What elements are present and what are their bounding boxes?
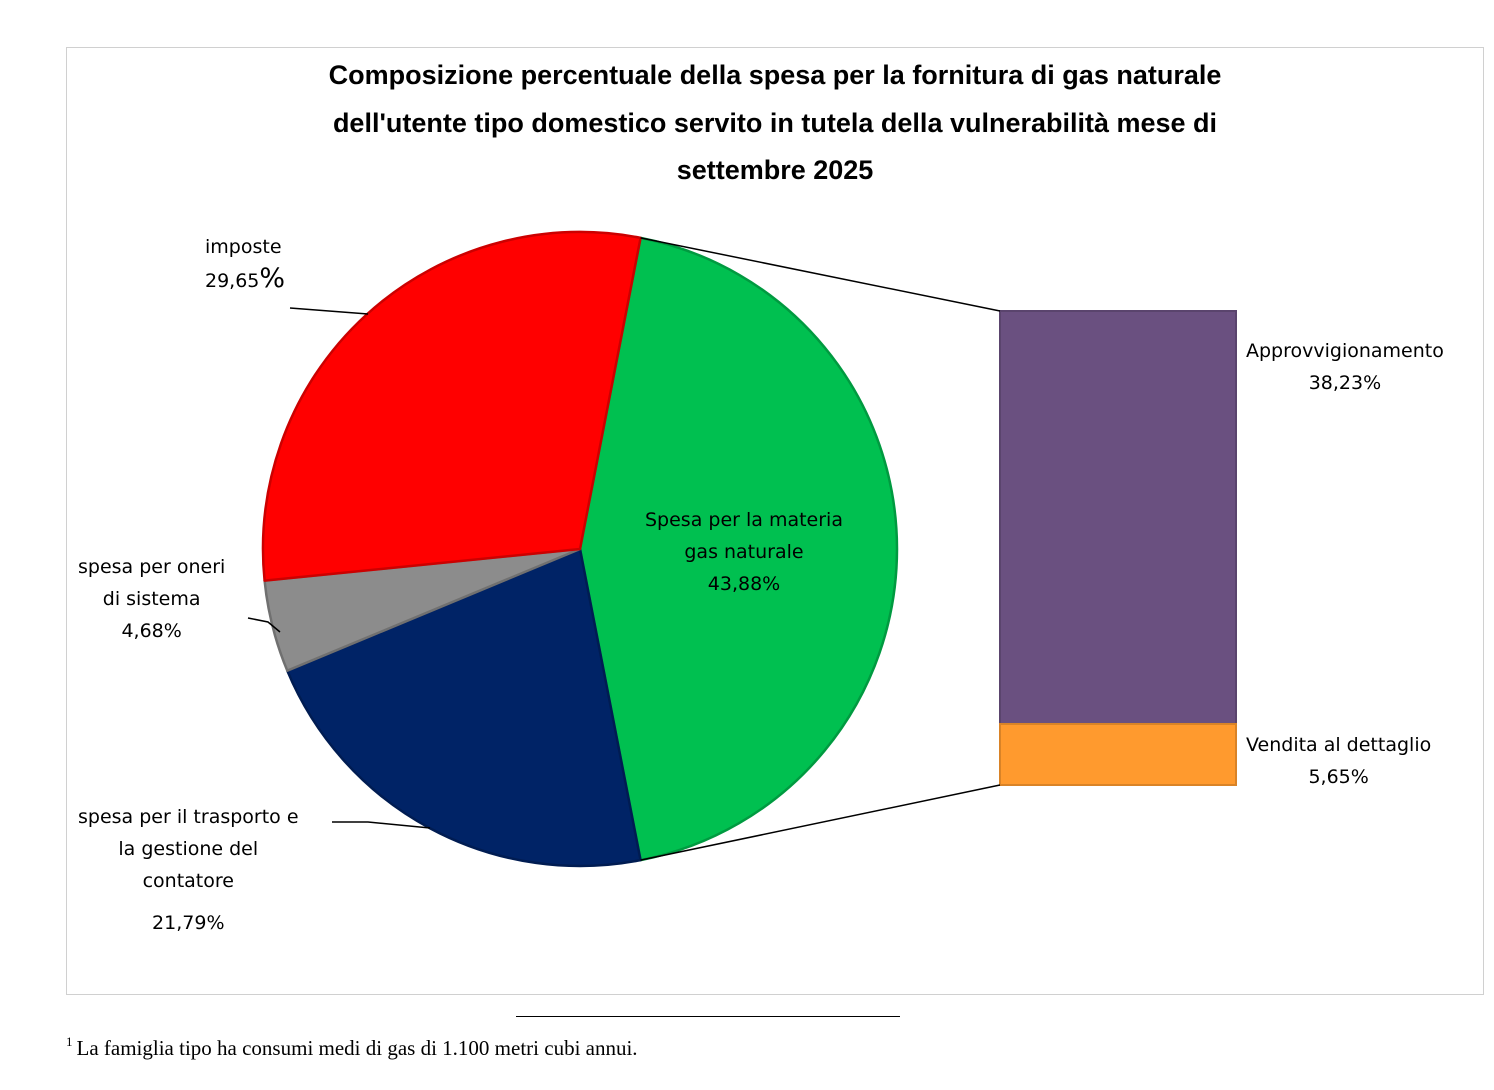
pie-slice-imposte (261, 230, 642, 582)
label-oneri-line-1: spesa per oneri (78, 556, 226, 578)
label-trasporto-line-2: la gestione del (118, 838, 259, 860)
label-imposte-line-1: imposte (205, 236, 282, 258)
chart-title-line-3: settembre 2025 (676, 155, 874, 185)
footnote-marker: 1 (66, 1034, 73, 1049)
label-imposte-pct: % (259, 263, 286, 294)
label-materia-value: 43,88% (707, 573, 781, 595)
label-imposte: imposte 29,65% (205, 231, 285, 297)
breakdown-bar-segment-2 (999, 722, 1237, 786)
label-trasporto-line-3: contatore (142, 870, 234, 892)
label-materia-line-1: Spesa per la materia (645, 509, 843, 531)
label-approvvigionamento: Approvvigionamento 38,23% (1246, 335, 1444, 399)
label-oneri-line-2: di sistema (102, 588, 201, 610)
label-vendita-value: 5,65% (1308, 766, 1369, 788)
label-trasporto: spesa per il trasporto e la gestione del… (78, 801, 299, 939)
footnote: 1 La famiglia tipo ha consumi medi di gas… (66, 1034, 638, 1061)
footnote-text: La famiglia tipo ha consumi medi di gas … (76, 1036, 638, 1060)
leader-oneri (247, 617, 281, 633)
label-oneri-value: 4,68% (121, 620, 182, 642)
label-trasporto-line-1: spesa per il trasporto e (78, 806, 299, 828)
breakdown-bar-segment-1 (999, 310, 1237, 725)
chart-title-line-1: Composizione percentuale della spesa per… (328, 60, 1222, 90)
pie-slice-trasporto (286, 547, 642, 868)
label-imposte-value: 29,65 (205, 270, 260, 292)
leader-trasporto (332, 821, 431, 829)
chart-title-line-2: dell'utente tipo domestico servito in tu… (332, 108, 1218, 138)
label-approvvigionamento-line-1: Approvvigionamento (1246, 340, 1444, 362)
leader-imposte (289, 307, 369, 315)
connector-line-bottom (640, 784, 1001, 861)
pie-slice-materia (578, 236, 899, 862)
connector-line-top (640, 237, 1001, 312)
label-oneri: spesa per oneri di sistema 4,68% (78, 551, 225, 647)
label-vendita-line-1: Vendita al dettaglio (1246, 734, 1432, 756)
footnote-rule (516, 1016, 900, 1017)
label-approvvigionamento-value: 38,23% (1308, 372, 1382, 394)
label-materia-line-2: gas naturale (684, 541, 804, 563)
label-materia: Spesa per la materia gas naturale 43,88% (645, 504, 843, 600)
label-trasporto-value: 21,79% (152, 912, 225, 934)
label-imposte-value-wrap: 29,65% (205, 263, 285, 297)
label-vendita: Vendita al dettaglio 5,65% (1246, 729, 1431, 793)
